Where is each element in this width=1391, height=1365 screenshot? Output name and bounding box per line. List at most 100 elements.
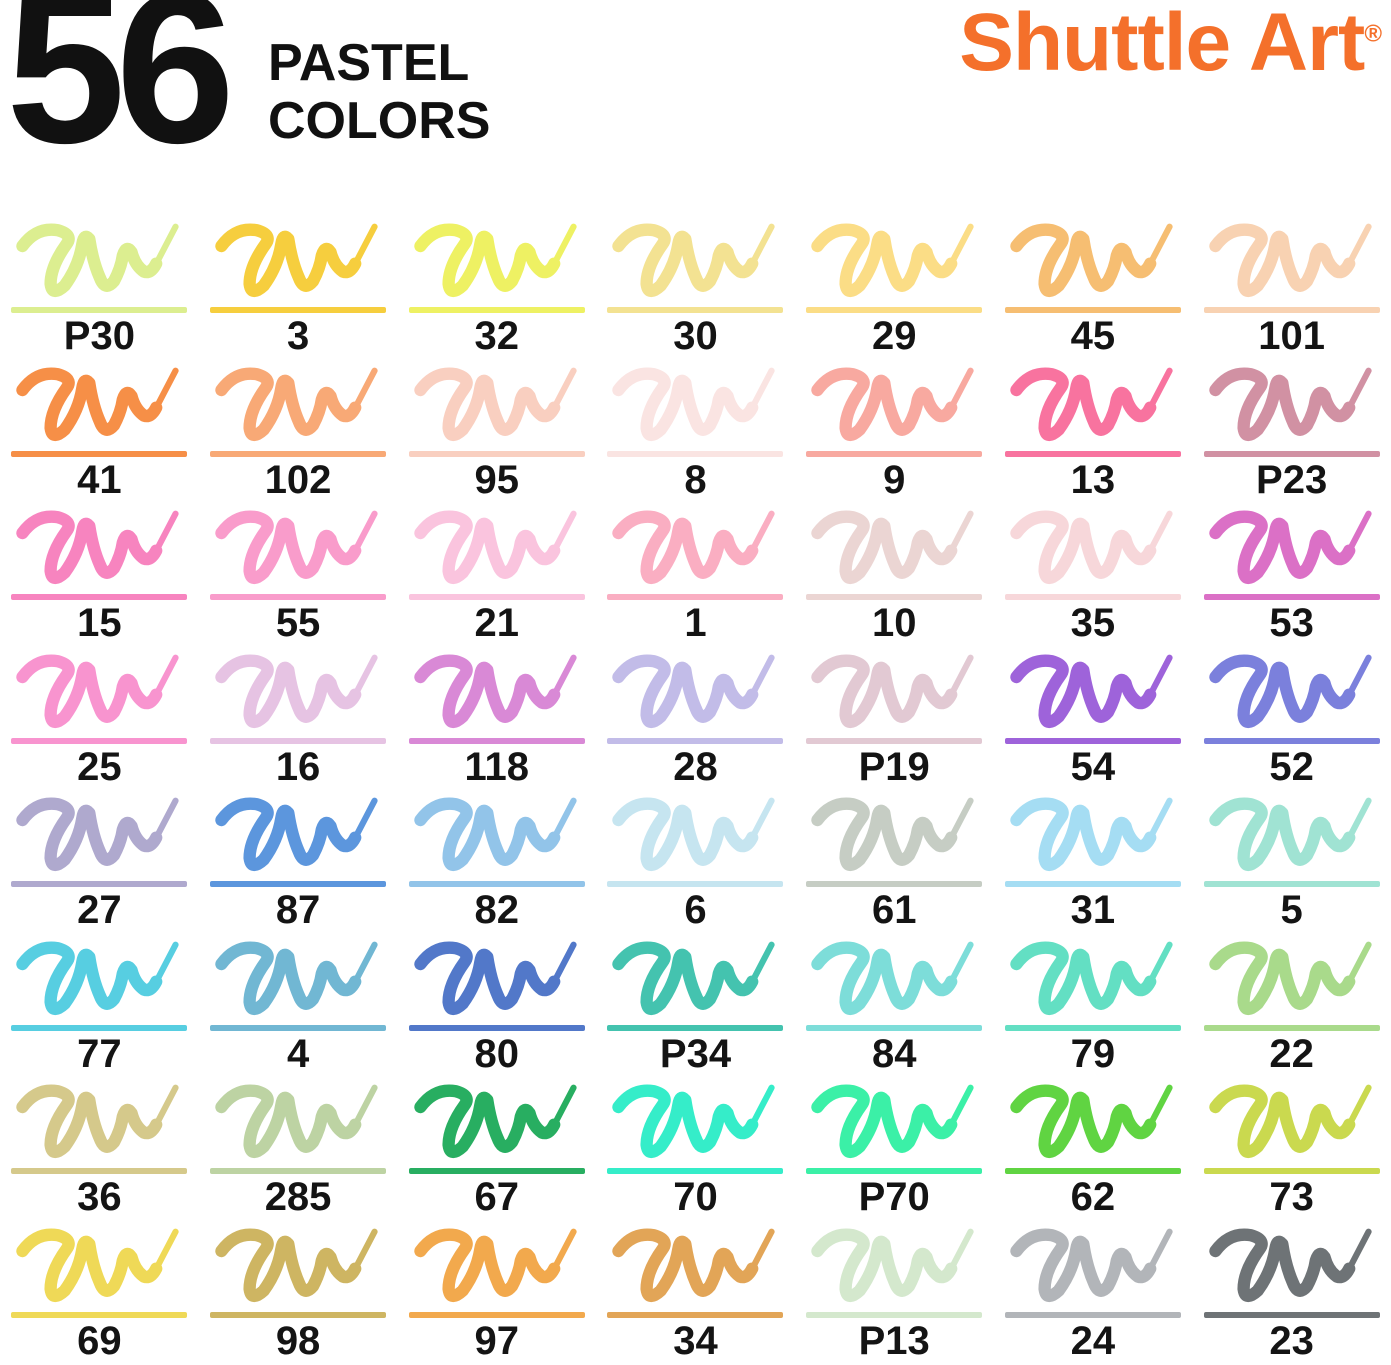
brush-stroke-swatch [612,367,776,441]
swatch-number-label: 9 [883,457,906,502]
brand-logo: Shuttle Art® [959,0,1382,86]
swatch-cell: 9 [795,359,994,503]
brush-stroke-swatch [1010,1228,1173,1302]
swatch-cell: 28 [596,646,795,790]
brush-stroke-swatch [1208,1084,1372,1159]
swatch-number-label: 95 [474,457,520,502]
swatch-underline [408,1168,585,1174]
swatch-cell: 31 [994,789,1193,933]
swatch-cell: 84 [795,933,994,1077]
swatch-underline [607,737,784,744]
swatch-underline [408,1311,585,1318]
swatch-number-label: 29 [871,314,917,358]
swatch-number-label: 54 [1070,744,1116,789]
swatch-cell: 21 [397,502,596,646]
swatch-number-label: 98 [275,1318,321,1363]
swatch-number-label: 62 [1070,1175,1116,1219]
swatch-cell: 30 [596,215,795,359]
swatch-cell: 102 [199,359,398,503]
brush-stroke-swatch [215,223,378,298]
swatch-cell: P34 [596,933,795,1077]
swatch-underline [1203,594,1380,600]
brush-stroke-swatch [1010,1084,1173,1159]
swatch-number-label: 24 [1070,1318,1116,1363]
swatch-number-label: 79 [1070,1031,1116,1076]
swatch-number-label: 13 [1070,457,1116,502]
swatch-underline [1004,737,1181,744]
swatch-cell: 87 [199,789,398,933]
swatch-underline [806,881,983,887]
swatch-number-label: 45 [1070,314,1116,358]
swatch-cell: 29 [795,215,994,359]
swatch-cell: 8 [596,359,795,503]
swatch-number-label: 23 [1269,1318,1314,1363]
swatch-number-label: 84 [871,1031,917,1076]
swatch-number-label: 28 [673,744,718,789]
swatch-number-label: P13 [858,1318,930,1363]
swatch-cell: 10 [795,502,994,646]
swatch-number-label: 16 [275,744,321,789]
brush-stroke-swatch [16,223,179,298]
swatch-underline [210,1311,387,1318]
swatch-underline [806,1311,983,1318]
swatch-number-label: P30 [63,314,135,358]
page-title-line2: COLORS [268,92,491,151]
swatch-cell: 3 [199,215,398,359]
swatch-cell: 118 [397,646,596,790]
brush-stroke-swatch [612,797,776,872]
swatch-cell: 53 [1192,502,1391,646]
brush-stroke-swatch [16,797,179,872]
brush-stroke-swatch [16,654,179,728]
swatch-underline [1004,450,1181,457]
swatch-underline [607,450,784,457]
swatch-underline [210,594,387,600]
swatch-cell: 61 [795,789,994,933]
swatch-cell: 36 [0,1076,199,1220]
brush-stroke-swatch [1010,797,1173,872]
brush-stroke-swatch [414,510,577,585]
swatch-underline [1004,1024,1181,1031]
swatch-number-label: P19 [858,744,930,789]
swatch-cell: 97 [397,1220,596,1364]
swatch-cell: 13 [994,359,1193,503]
registered-trademark-icon: ® [1364,20,1382,48]
swatch-number-label: 87 [275,888,321,932]
brush-stroke-swatch [1010,367,1173,441]
brush-stroke-swatch [414,223,577,298]
swatch-underline [1004,881,1181,887]
swatch-cell: 25 [0,646,199,790]
brush-stroke-swatch [811,941,974,1015]
swatch-cell: P30 [0,215,199,359]
swatch-number-label: P70 [858,1175,930,1219]
swatch-underline [408,307,585,313]
swatch-underline [210,307,387,313]
swatch-underline [11,594,188,600]
swatch-number-label: 25 [77,744,122,789]
swatch-cell: 77 [0,933,199,1077]
swatch-cell: 62 [994,1076,1193,1220]
swatch-underline [210,737,387,744]
swatch-number-label: 77 [77,1031,122,1076]
swatch-cell: 27 [0,789,199,933]
swatch-underline [11,737,188,744]
swatch-cell: 285 [199,1076,398,1220]
brush-stroke-swatch [1010,941,1173,1015]
brush-stroke-swatch [215,1228,378,1302]
swatch-underline [1203,1311,1380,1318]
swatch-number-label: 61 [871,888,917,932]
brush-stroke-swatch [215,654,378,728]
brush-stroke-swatch [612,1228,776,1302]
brush-stroke-swatch [612,941,776,1015]
swatch-cell: P70 [795,1076,994,1220]
swatch-cell: 32 [397,215,596,359]
brush-stroke-swatch [414,797,577,872]
brush-stroke-swatch [16,1084,179,1159]
swatch-underline [408,737,585,744]
swatch-cell: 5 [1192,789,1391,933]
swatch-number-label: 5 [1280,888,1303,932]
swatch-number-label: 35 [1070,601,1116,645]
swatch-number-label: 82 [474,888,520,932]
swatch-number-label: 8 [684,457,707,502]
swatch-number-label: 36 [77,1175,122,1219]
